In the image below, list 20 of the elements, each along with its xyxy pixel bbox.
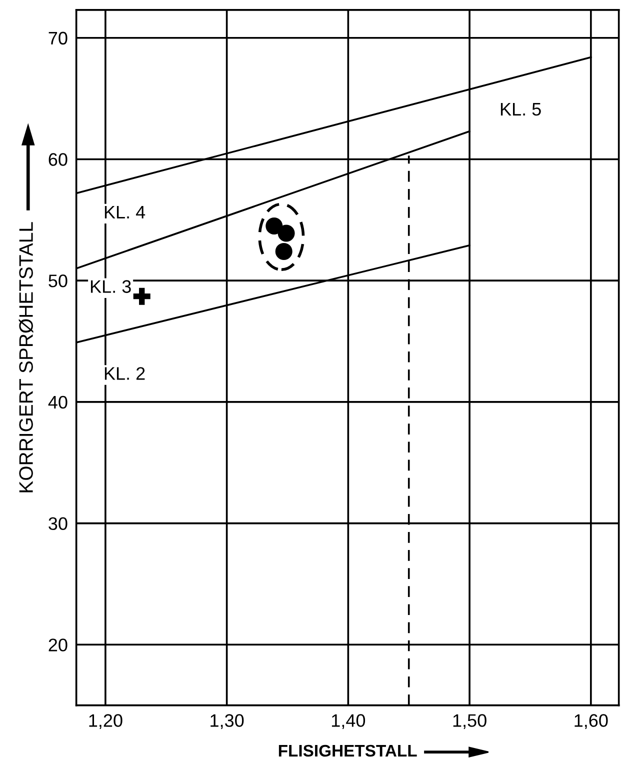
y-tick-label: 60	[48, 153, 68, 166]
y-axis-title: KORRIGERT SPRØHETSTALL	[18, 222, 34, 492]
x-tick-label: 1,60	[574, 714, 608, 730]
annotation: KL. 4	[104, 206, 146, 218]
y-tick-label: 30	[48, 517, 68, 530]
annotation: KL. 3	[90, 280, 131, 293]
y-tick-label: 50	[48, 274, 68, 288]
point	[266, 217, 283, 234]
point	[133, 288, 150, 305]
annotation: KL. 5	[500, 103, 541, 116]
annotation: KL. 2	[104, 367, 145, 380]
y-tick-label: 40	[48, 396, 68, 409]
y-tick-label: 20	[48, 638, 68, 652]
x-tick-label: 1,30	[210, 714, 244, 730]
x-tick-label: 1,50	[453, 714, 486, 730]
point	[275, 242, 292, 260]
x-axis-title: FLISIGHETSTALL	[278, 744, 417, 757]
y-tick-label: 70	[48, 32, 68, 45]
x-tick-label: 1,20	[89, 714, 122, 730]
x-tick-label: 1,40	[332, 714, 366, 730]
